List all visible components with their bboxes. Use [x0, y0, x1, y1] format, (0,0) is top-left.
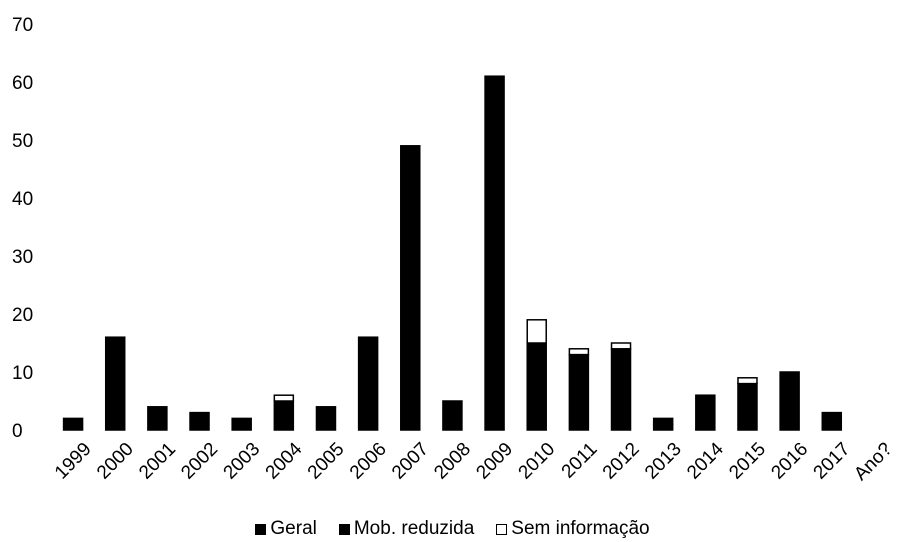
- y-tick-label: 20: [12, 305, 33, 326]
- x-tick-label: 2012: [599, 439, 644, 484]
- y-tick-label: 40: [12, 189, 33, 210]
- x-tick-label: 2000: [93, 439, 138, 484]
- bar-segment: [526, 319, 547, 344]
- x-tick-label: 2015: [725, 439, 770, 484]
- bar-segment: [695, 394, 716, 431]
- x-tick-label: Ano?: [850, 439, 896, 485]
- y-axis-ticks: 0 10 20 30 40 50 60 70: [12, 15, 33, 442]
- bars: [62, 75, 843, 431]
- x-tick-label: 2006: [346, 439, 391, 484]
- x-tick-label: 2007: [388, 439, 433, 484]
- x-tick-label: 2008: [430, 439, 475, 484]
- bar-segment: [104, 336, 126, 431]
- y-tick-label: 10: [12, 363, 33, 384]
- y-tick-label: 60: [12, 73, 33, 94]
- bar-segment: [652, 423, 674, 431]
- bar-segment: [526, 342, 547, 431]
- x-tick-label: 2017: [810, 439, 855, 484]
- bar-segment: [652, 417, 674, 425]
- x-axis-ticks: 1999200020012002200320042005200620072008…: [51, 438, 897, 485]
- x-tick-label: 2001: [135, 439, 180, 484]
- legend-swatch-mob-reduzida: [338, 523, 350, 535]
- x-tick-label: 1999: [51, 439, 96, 484]
- legend-item-sem-informacao: Sem informação: [496, 518, 650, 540]
- bar-segment: [147, 406, 168, 431]
- bar-segment: [315, 406, 337, 431]
- bar-segment: [779, 371, 800, 431]
- x-tick-label: 2002: [177, 439, 222, 484]
- x-tick-label: 2004: [262, 438, 307, 483]
- bar-chart: 0 10 20 30 40 50 60 70 199920002001200220032004…: [12, 15, 897, 485]
- bar-segment: [357, 336, 379, 431]
- bar-segment: [273, 400, 295, 431]
- x-tick-label: 2011: [558, 439, 602, 483]
- bar-segment: [231, 417, 252, 431]
- bar-segment: [821, 411, 843, 431]
- legend-swatch-geral: [255, 523, 267, 535]
- bar-segment: [484, 75, 505, 431]
- y-tick-label: 70: [12, 15, 33, 36]
- legend-item-mob-reduzida: Mob. reduzida: [338, 518, 475, 540]
- y-tick-label: 50: [12, 131, 33, 152]
- bar-segment: [62, 417, 84, 431]
- bar-segment: [273, 394, 295, 402]
- x-tick-label: 2016: [767, 439, 812, 484]
- legend: Geral Mob. reduzida Sem informação: [0, 516, 905, 542]
- legend-label-mob-reduzida: Mob. reduzida: [353, 518, 475, 539]
- bar-segment: [610, 342, 632, 350]
- bar-segment: [610, 348, 632, 431]
- bar-segment: [189, 411, 210, 431]
- bar-segment: [737, 377, 758, 385]
- x-tick-label: 2003: [220, 439, 265, 484]
- bar-segment: [568, 348, 590, 356]
- legend-label-sem-informacao: Sem informação: [511, 518, 650, 539]
- bar-segment: [737, 382, 758, 431]
- x-tick-label: 2014: [683, 438, 728, 483]
- x-tick-label: 2009: [472, 439, 517, 484]
- legend-label-geral: Geral: [270, 518, 317, 539]
- y-tick-label: 0: [12, 421, 23, 442]
- legend-swatch-sem-informacao: [496, 523, 508, 535]
- x-tick-label: 2013: [641, 439, 686, 484]
- x-tick-label: 2010: [515, 439, 560, 484]
- bar-segment: [400, 145, 421, 431]
- legend-item-geral: Geral: [255, 518, 317, 540]
- y-tick-label: 30: [12, 247, 33, 268]
- x-tick-label: 2005: [304, 439, 349, 484]
- bar-segment: [442, 400, 463, 431]
- bar-segment: [568, 353, 590, 431]
